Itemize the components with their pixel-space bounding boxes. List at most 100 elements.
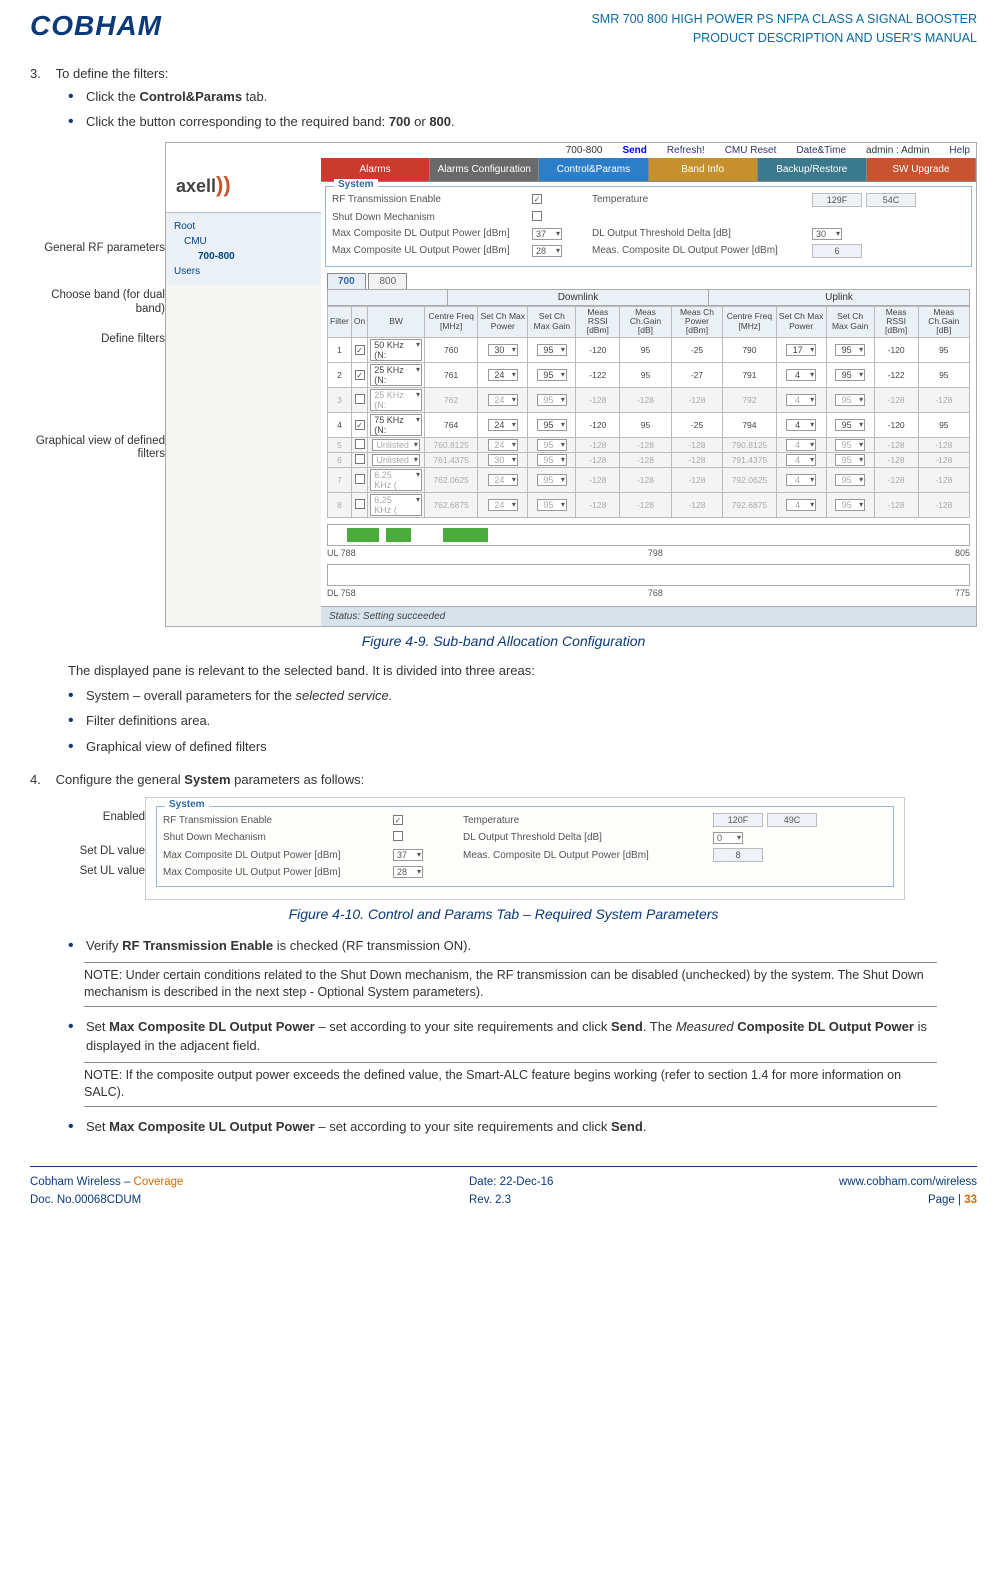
bw-select[interactable]: 6.25 KHz ( <box>370 494 422 516</box>
filter-cell: 4 <box>776 412 826 437</box>
subtab-700[interactable]: 700 <box>327 273 366 289</box>
rf-enable-checkbox2[interactable]: ✓ <box>393 815 403 825</box>
gain2-select[interactable]: 95 <box>835 369 865 381</box>
pwr-select[interactable]: 24 <box>488 499 518 511</box>
bw-select[interactable]: 75 KHz (N: <box>370 414 422 436</box>
datetime-link[interactable]: Date&Time <box>796 145 846 156</box>
filter-on-checkbox[interactable]: ✓ <box>355 370 365 380</box>
filter-cell: 95 <box>528 452 576 467</box>
tab-control-params[interactable]: Control&Params <box>539 158 648 181</box>
refresh-link[interactable]: Refresh! <box>667 145 705 156</box>
bw-select[interactable]: 6.25 KHz ( <box>370 469 422 491</box>
tab-sw-upgrade[interactable]: SW Upgrade <box>867 158 976 181</box>
tree-root[interactable]: Root <box>170 219 317 234</box>
help-link[interactable]: Help <box>949 145 970 156</box>
gain2-select[interactable]: 95 <box>835 454 865 466</box>
ul-power-select[interactable]: 28 <box>532 245 562 257</box>
pwr-select[interactable]: 24 <box>488 369 518 381</box>
gain-select[interactable]: 95 <box>537 474 567 486</box>
tree-users[interactable]: Users <box>170 264 317 279</box>
ul-power-select2[interactable]: 28 <box>393 866 423 878</box>
pwr2-select[interactable]: 4 <box>786 499 816 511</box>
gain-select[interactable]: 95 <box>537 439 567 451</box>
t: Verify <box>86 938 122 953</box>
tab-backup-restore[interactable]: Backup/Restore <box>758 158 867 181</box>
gain2-select[interactable]: 95 <box>835 499 865 511</box>
gain-select[interactable]: 95 <box>537 454 567 466</box>
gain-select[interactable]: 95 <box>537 369 567 381</box>
tree-700-800[interactable]: 700-800 <box>170 249 317 264</box>
cmu-reset-link[interactable]: CMU Reset <box>725 145 777 156</box>
filter-cell: -128 <box>671 437 723 452</box>
pwr-select[interactable]: 30 <box>488 344 518 356</box>
subtab-800[interactable]: 800 <box>368 273 407 289</box>
pwr2-select[interactable]: 4 <box>786 439 816 451</box>
gain2-select[interactable]: 95 <box>835 344 865 356</box>
dl-power-select[interactable]: 37 <box>532 228 562 240</box>
tab-alarms-config[interactable]: Alarms Configuration <box>430 158 539 181</box>
bw-select[interactable]: 50 KHz (N: <box>370 339 422 361</box>
t: axell <box>176 176 216 196</box>
filter-on-checkbox[interactable]: ✓ <box>355 420 365 430</box>
bw-select[interactable]: 25 KHz (N: <box>370 364 422 386</box>
pwr-select[interactable]: 24 <box>488 419 518 431</box>
gain-select[interactable]: 95 <box>537 419 567 431</box>
step3-text: To define the filters: <box>56 66 977 81</box>
bw-select[interactable]: Unlisted <box>372 454 420 466</box>
system-box: System RF Transmission Enable ✓ Temperat… <box>325 186 972 267</box>
rf-enable-checkbox[interactable]: ✓ <box>532 194 542 204</box>
post2-b3: Set Max Composite UL Output Power – set … <box>68 1117 977 1137</box>
filter-cell: -128 <box>874 387 918 412</box>
filter-cell: 764 <box>425 412 478 437</box>
filter-cell: 761.4375 <box>425 452 478 467</box>
filter-cell: -128 <box>918 492 969 517</box>
pwr-select[interactable]: 24 <box>488 439 518 451</box>
pwr2-select[interactable]: 4 <box>786 369 816 381</box>
filter-cell: 95 <box>826 412 874 437</box>
pwr2-select[interactable]: 17 <box>786 344 816 356</box>
sidebar: axell)) Root CMU 700-800 Users <box>166 158 321 626</box>
t: 805 <box>955 548 970 558</box>
pwr2-select[interactable]: 4 <box>786 474 816 486</box>
filter-cell: -122 <box>874 362 918 387</box>
gain2-select[interactable]: 95 <box>835 439 865 451</box>
filter-cell: 95 <box>528 387 576 412</box>
t: Set <box>86 1119 109 1134</box>
header-line2: PRODUCT DESCRIPTION AND USER'S MANUAL <box>591 29 977 48</box>
filter-th: On <box>351 306 367 337</box>
bw-select[interactable]: 25 KHz (N: <box>370 389 422 411</box>
pwr-select[interactable]: 24 <box>488 474 518 486</box>
dl-threshold-select[interactable]: 30 <box>812 228 842 240</box>
dl-threshold-select2[interactable]: 0 <box>713 832 743 844</box>
gain-select[interactable]: 95 <box>537 394 567 406</box>
filter-on-checkbox[interactable] <box>355 474 365 484</box>
tab-alarms[interactable]: Alarms <box>321 158 430 181</box>
pwr2-select[interactable]: 4 <box>786 419 816 431</box>
gain-select[interactable]: 95 <box>537 344 567 356</box>
pwr2-select[interactable]: 4 <box>786 454 816 466</box>
filter-on-checkbox[interactable] <box>355 454 365 464</box>
send-link[interactable]: Send <box>622 145 646 156</box>
shutdown-checkbox[interactable] <box>532 211 542 221</box>
gain-select[interactable]: 95 <box>537 499 567 511</box>
filter-on-checkbox[interactable] <box>355 499 365 509</box>
filter-on-checkbox[interactable]: ✓ <box>355 345 365 355</box>
pwr2-select[interactable]: 4 <box>786 394 816 406</box>
pwr-select[interactable]: 24 <box>488 394 518 406</box>
filter-on-checkbox[interactable] <box>355 439 365 449</box>
filter-th: Meas Ch Power [dBm] <box>671 306 723 337</box>
gain2-select[interactable]: 95 <box>835 474 865 486</box>
pwr-select[interactable]: 30 <box>488 454 518 466</box>
filter-on-checkbox[interactable] <box>355 394 365 404</box>
tree-cmu[interactable]: CMU <box>170 234 317 249</box>
gain2-select[interactable]: 95 <box>835 394 865 406</box>
tab-band-info[interactable]: Band Info <box>649 158 758 181</box>
t: Measured <box>676 1019 734 1034</box>
graph-segment <box>443 528 488 542</box>
dl-threshold-label2: DL Output Threshold Delta [dB] <box>463 832 713 843</box>
filter-cell: -128 <box>620 387 671 412</box>
bw-select[interactable]: Unlisted <box>372 439 420 451</box>
dl-power-select2[interactable]: 37 <box>393 849 423 861</box>
gain2-select[interactable]: 95 <box>835 419 865 431</box>
shutdown-checkbox2[interactable] <box>393 831 403 841</box>
